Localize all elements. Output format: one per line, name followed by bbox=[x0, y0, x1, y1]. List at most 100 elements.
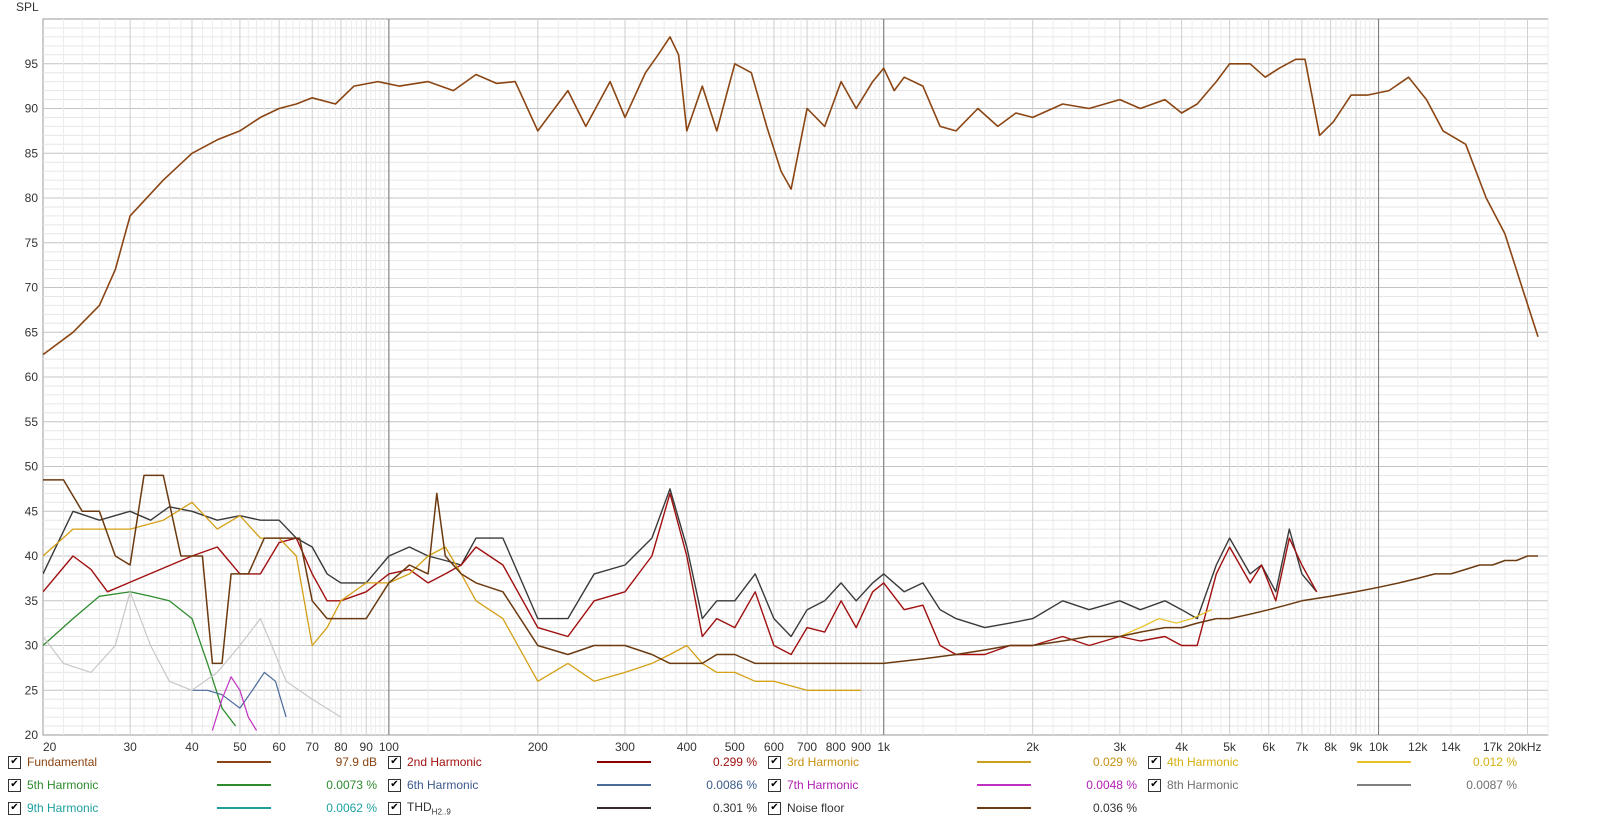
series-line-h7 bbox=[211, 676, 258, 731]
x-tick-label: 300 bbox=[615, 740, 635, 752]
series-line-fundamental bbox=[43, 36, 1539, 356]
y-tick-label: 45 bbox=[25, 504, 39, 518]
legend-label-text: 9th Harmonic bbox=[27, 801, 99, 815]
legend-item: ✔ 7th Harmonic 0.0048 % bbox=[768, 775, 1137, 795]
legend-swatch bbox=[1357, 784, 1411, 786]
legend-checkbox[interactable]: ✔ bbox=[8, 755, 21, 769]
y-tick-label: 25 bbox=[25, 683, 39, 697]
legend-swatch bbox=[597, 784, 651, 786]
chart-area: 95 90 85 80 75 70 65 60 55 50 45 40 35 30 25 20 SPL 20 30 4… bbox=[16, 0, 1549, 752]
x-tick-label: 200 bbox=[528, 740, 548, 752]
legend-swatch bbox=[977, 784, 1031, 786]
legend-label-text: 8th Harmonic bbox=[1167, 778, 1239, 792]
legend-label-text: 3rd Harmonic bbox=[787, 755, 860, 769]
series-line-h8 bbox=[43, 591, 342, 718]
legend-checkbox[interactable]: ✔ bbox=[1148, 755, 1161, 769]
legend-item: ✔ Noise floor 0.036 % bbox=[768, 798, 1137, 818]
legend-checkbox[interactable]: ✔ bbox=[388, 801, 401, 815]
legend-checkbox[interactable]: ✔ bbox=[1148, 778, 1161, 792]
legend-value: 0.0062 % bbox=[326, 801, 377, 815]
legend-label-text: 5th Harmonic bbox=[27, 778, 99, 792]
legend-checkbox[interactable]: ✔ bbox=[8, 801, 21, 815]
legend-checkbox[interactable]: ✔ bbox=[8, 778, 21, 792]
legend-item: ✔ THDH2..9 0.301 % bbox=[388, 798, 757, 818]
legend-value: 0.029 % bbox=[1092, 755, 1137, 769]
legend-label-text: 7th Harmonic bbox=[787, 778, 859, 792]
y-axis-title: SPL bbox=[16, 0, 39, 14]
legend-swatch bbox=[597, 761, 651, 763]
y-tick-label: 95 bbox=[25, 57, 39, 71]
y-tick-label: 20 bbox=[25, 728, 39, 742]
y-tick-label: 90 bbox=[25, 102, 39, 116]
legend-value: 0.0086 % bbox=[706, 778, 757, 792]
legend-value: 97.9 dB bbox=[335, 755, 377, 769]
legend-value: 0.301 % bbox=[712, 801, 757, 815]
legend-label: 2nd Harmonic bbox=[407, 755, 597, 769]
legend-item: ✔ 8th Harmonic 0.0087 % bbox=[1148, 775, 1517, 795]
y-tick-label: 40 bbox=[25, 549, 39, 563]
x-tick-label: 50 bbox=[233, 740, 247, 752]
legend: ✔ Fundamental 97.9 dB ✔ 2nd Harmonic 0.299 % ✔… bbox=[0, 752, 1600, 832]
x-tick-label: 7k bbox=[1296, 740, 1310, 752]
x-tick-label: 600 bbox=[764, 740, 784, 752]
x-tick-label: 400 bbox=[677, 740, 697, 752]
legend-value: 0.012 % bbox=[1472, 755, 1517, 769]
y-tick-label: 85 bbox=[25, 146, 39, 160]
x-tick-label: 17k bbox=[1483, 740, 1503, 752]
legend-swatch bbox=[977, 807, 1031, 809]
legend-label: 6th Harmonic bbox=[407, 778, 597, 792]
x-tick-label: 14k bbox=[1441, 740, 1461, 752]
y-tick-label: 70 bbox=[25, 281, 39, 295]
legend-label: 8th Harmonic bbox=[1167, 778, 1357, 792]
series-line-h5 bbox=[43, 591, 237, 727]
legend-label: Noise floor bbox=[787, 801, 977, 815]
series-line-h6 bbox=[192, 671, 287, 718]
x-tick-label: 9k bbox=[1350, 740, 1364, 752]
x-tick-label: 500 bbox=[725, 740, 745, 752]
legend-checkbox[interactable]: ✔ bbox=[388, 778, 401, 792]
legend-label-text: Noise floor bbox=[787, 801, 845, 815]
x-tick-label: 900 bbox=[851, 740, 871, 752]
legend-item: ✔ 5th Harmonic 0.0073 % bbox=[8, 775, 377, 795]
x-tick-label: 80 bbox=[334, 740, 348, 752]
legend-label: 7th Harmonic bbox=[787, 778, 977, 792]
series-line-h3 bbox=[43, 501, 862, 691]
legend-value: 0.0087 % bbox=[1466, 778, 1517, 792]
legend-item: ✔ Fundamental 97.9 dB bbox=[8, 752, 377, 772]
legend-swatch bbox=[1357, 761, 1411, 763]
legend-swatch bbox=[217, 784, 271, 786]
legend-checkbox[interactable]: ✔ bbox=[768, 778, 781, 792]
x-tick-label: 2k bbox=[1026, 740, 1040, 752]
legend-value: 0.036 % bbox=[1092, 801, 1137, 815]
legend-label-text: 2nd Harmonic bbox=[407, 755, 482, 769]
legend-value: 0.299 % bbox=[712, 755, 757, 769]
legend-swatch bbox=[597, 807, 651, 809]
series-line-h4 bbox=[1119, 609, 1212, 638]
legend-label: 3rd Harmonic bbox=[787, 755, 977, 769]
y-tick-label: 65 bbox=[25, 325, 39, 339]
x-tick-label: 60 bbox=[272, 740, 286, 752]
series-line-noise bbox=[43, 474, 1538, 665]
x-tick-label: 6k bbox=[1262, 740, 1276, 752]
x-tick-label: 1k bbox=[877, 740, 891, 752]
x-tick-label: 90 bbox=[360, 740, 374, 752]
legend-label-text: Fundamental bbox=[27, 755, 98, 769]
y-tick-label: 55 bbox=[25, 415, 39, 429]
legend-label: 4th Harmonic bbox=[1167, 755, 1357, 769]
y-tick-label: 30 bbox=[25, 639, 39, 653]
y-tick-label: 60 bbox=[25, 370, 39, 384]
legend-value: 0.0073 % bbox=[326, 778, 377, 792]
legend-checkbox[interactable]: ✔ bbox=[768, 801, 781, 815]
x-tick-label: 8k bbox=[1324, 740, 1338, 752]
legend-label: 9th Harmonic bbox=[27, 801, 217, 815]
x-tick-label: 20kHz bbox=[1508, 740, 1542, 752]
legend-value: 0.0048 % bbox=[1086, 778, 1137, 792]
legend-item: ✔ 4th Harmonic 0.012 % bbox=[1148, 752, 1517, 772]
legend-swatch bbox=[977, 761, 1031, 763]
legend-label-text: 4th Harmonic bbox=[1167, 755, 1239, 769]
x-tick-label: 12k bbox=[1408, 740, 1428, 752]
x-tick-label: 3k bbox=[1113, 740, 1127, 752]
legend-checkbox[interactable]: ✔ bbox=[388, 755, 401, 769]
legend-item: ✔ 2nd Harmonic 0.299 % bbox=[388, 752, 757, 772]
legend-checkbox[interactable]: ✔ bbox=[768, 755, 781, 769]
